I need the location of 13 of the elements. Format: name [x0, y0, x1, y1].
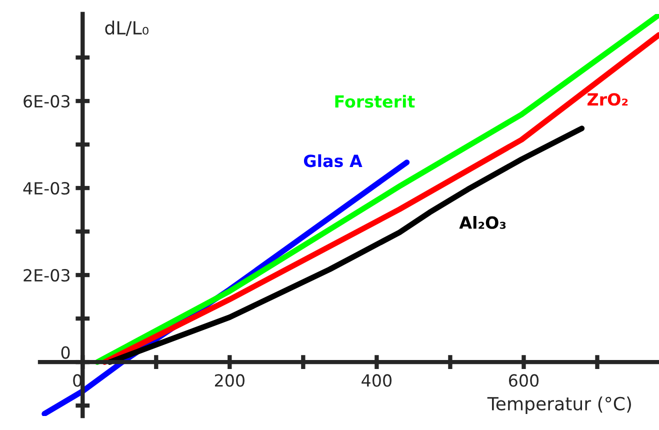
y-tick-label: 2E-03: [24, 269, 70, 282]
text: Forsterit: [335, 94, 415, 108]
series-label: Al₂O₃: [459, 216, 506, 229]
y-tick-label: 0: [61, 346, 70, 359]
x-tick-label: 200: [214, 374, 244, 387]
x-tick-label: 400: [362, 374, 392, 387]
y-tick-label: 6E-03: [24, 94, 70, 108]
y-tick-label: 4E-03: [23, 182, 70, 195]
x-axis-title: Temperatur (°C): [487, 396, 631, 414]
series-label: Glas A: [304, 154, 362, 168]
y-axis-title: dL/L₀: [105, 20, 148, 36]
series-label: ZrO₂: [588, 93, 628, 106]
x-tick-label: 600: [508, 374, 539, 387]
